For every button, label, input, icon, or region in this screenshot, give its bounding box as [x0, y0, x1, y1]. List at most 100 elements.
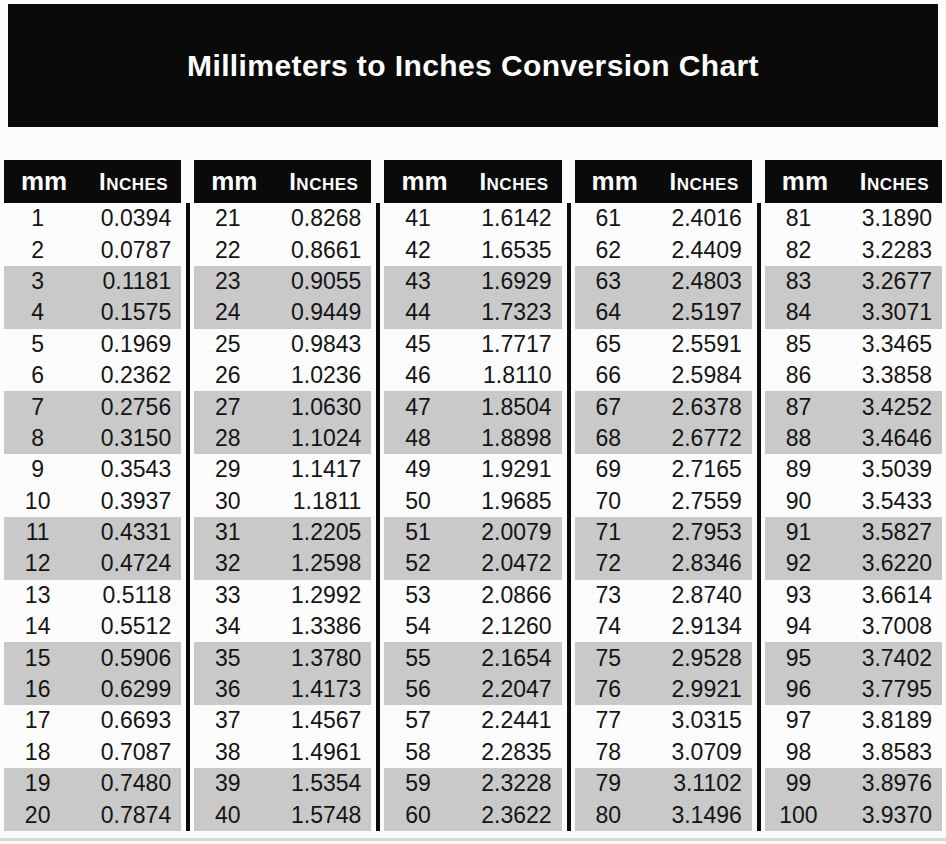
- table-row: 612.4016: [575, 203, 752, 234]
- inches-value: 0.7087: [71, 739, 181, 766]
- inches-value: 2.0472: [452, 550, 562, 577]
- inches-value: 0.7874: [71, 802, 181, 829]
- inches-value: 1.9291: [452, 456, 562, 483]
- mm-value: 51: [384, 519, 451, 546]
- mm-value: 3: [4, 268, 71, 295]
- table-row: 220.8661: [194, 234, 371, 265]
- mm-value: 94: [765, 613, 832, 640]
- table-row: 903.5433: [765, 486, 942, 517]
- column-header-inches: Inches: [71, 168, 181, 196]
- inches-value: 0.0394: [71, 205, 181, 232]
- table-group-2: mmInches210.8268220.8661230.9055240.9449…: [194, 160, 371, 831]
- inches-value: 3.1890: [832, 205, 942, 232]
- table-row: 873.4252: [765, 391, 942, 422]
- bottom-rule: [0, 838, 946, 841]
- mm-value: 29: [194, 456, 261, 483]
- inches-value: 2.8346: [642, 550, 752, 577]
- mm-value: 75: [575, 645, 642, 672]
- inches-value: 0.6693: [71, 707, 181, 734]
- table-row: 381.4961: [194, 737, 371, 768]
- mm-value: 35: [194, 645, 261, 672]
- table-row: 291.1417: [194, 454, 371, 485]
- mm-value: 14: [4, 613, 71, 640]
- mm-value: 68: [575, 425, 642, 452]
- table-row: 50.1969: [4, 329, 181, 360]
- mm-value: 67: [575, 394, 642, 421]
- mm-value: 15: [4, 645, 71, 672]
- table-row: 742.9134: [575, 611, 752, 642]
- table-row: 592.3228: [384, 768, 561, 799]
- inches-value: 3.4646: [832, 425, 942, 452]
- inches-value: 0.0787: [71, 237, 181, 264]
- mm-value: 63: [575, 268, 642, 295]
- mm-value: 19: [4, 770, 71, 797]
- inches-value: 2.6772: [642, 425, 752, 452]
- inches-value: 1.8898: [452, 425, 562, 452]
- inches-value: 3.9370: [832, 802, 942, 829]
- table-row: 200.7874: [4, 799, 181, 830]
- mm-value: 53: [384, 582, 451, 609]
- table-row: 281.1024: [194, 423, 371, 454]
- table-row: 562.2047: [384, 674, 561, 705]
- inches-value: 0.2756: [71, 394, 181, 421]
- table-row: 371.4567: [194, 705, 371, 736]
- inches-value: 2.8740: [642, 582, 752, 609]
- inches-value: 1.5354: [262, 770, 372, 797]
- table-row: 431.6929: [384, 266, 561, 297]
- mm-value: 87: [765, 394, 832, 421]
- inches-value: 2.1654: [452, 645, 562, 672]
- inches-value: 3.5433: [832, 488, 942, 515]
- mm-value: 2: [4, 237, 71, 264]
- mm-value: 62: [575, 237, 642, 264]
- table-row: 501.9685: [384, 486, 561, 517]
- inches-value: 1.0236: [262, 362, 372, 389]
- column-header-row: mmInches: [4, 160, 181, 203]
- table-row: 762.9921: [575, 674, 752, 705]
- inches-value: 2.3228: [452, 770, 562, 797]
- table-row: 10.0394: [4, 203, 181, 234]
- mm-value: 42: [384, 237, 451, 264]
- mm-value: 52: [384, 550, 451, 577]
- inches-value: 3.7402: [832, 645, 942, 672]
- inches-value: 3.1496: [642, 802, 752, 829]
- title-banner: Millimeters to Inches Conversion Chart: [8, 4, 938, 127]
- table-row: 341.3386: [194, 611, 371, 642]
- column-header-mm: mm: [4, 166, 71, 197]
- inches-value: 1.8110: [452, 362, 562, 389]
- table-row: 160.6299: [4, 674, 181, 705]
- mm-value: 99: [765, 770, 832, 797]
- column-divider: [567, 203, 571, 831]
- inches-value: 0.3543: [71, 456, 181, 483]
- page-title: Millimeters to Inches Conversion Chart: [187, 49, 759, 83]
- inches-value: 2.0079: [452, 519, 562, 546]
- inches-value: 1.2205: [262, 519, 372, 546]
- mm-value: 56: [384, 676, 451, 703]
- inches-value: 0.1181: [71, 268, 181, 295]
- mm-value: 58: [384, 739, 451, 766]
- inches-value: 3.8189: [832, 707, 942, 734]
- inches-value: 1.1417: [262, 456, 372, 483]
- inches-value: 1.1024: [262, 425, 372, 452]
- mm-value: 17: [4, 707, 71, 734]
- inches-value: 3.3465: [832, 331, 942, 358]
- table-group-4: mmInches612.4016622.4409632.4803642.5197…: [575, 160, 752, 831]
- inches-value: 2.4409: [642, 237, 752, 264]
- inches-value: 0.7480: [71, 770, 181, 797]
- inches-value: 3.6220: [832, 550, 942, 577]
- mm-value: 72: [575, 550, 642, 577]
- mm-value: 65: [575, 331, 642, 358]
- mm-value: 73: [575, 582, 642, 609]
- inches-value: 1.1811: [262, 488, 372, 515]
- column-header-mm: mm: [765, 166, 832, 197]
- inches-value: 0.3150: [71, 425, 181, 452]
- inches-value: 1.2598: [262, 550, 372, 577]
- inches-value: 1.0630: [262, 394, 372, 421]
- inches-value: 3.2283: [832, 237, 942, 264]
- table-group-5: mmInches813.1890823.2283833.2677843.3071…: [765, 160, 942, 831]
- mm-value: 12: [4, 550, 71, 577]
- column-header-inches: Inches: [452, 168, 562, 196]
- table-row: 522.0472: [384, 548, 561, 579]
- table-row: 602.3622: [384, 799, 561, 830]
- mm-value: 88: [765, 425, 832, 452]
- inches-value: 3.8583: [832, 739, 942, 766]
